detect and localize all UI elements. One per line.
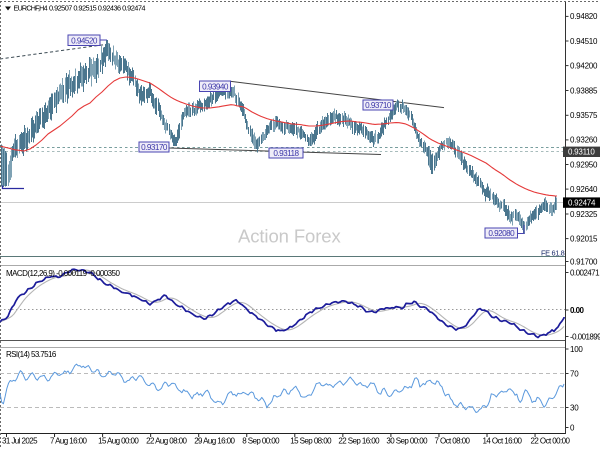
svg-text:0.92080: 0.92080 [488, 229, 515, 238]
svg-text:0.92015: 0.92015 [570, 234, 598, 243]
svg-text:0.94200: 0.94200 [570, 61, 598, 70]
svg-text:22 Aug 08:00: 22 Aug 08:00 [146, 437, 187, 446]
svg-text:22 Sep 16:00: 22 Sep 16:00 [338, 437, 380, 446]
svg-text:0.92950: 0.92950 [570, 160, 598, 169]
svg-text:0.94510: 0.94510 [570, 37, 598, 46]
svg-text:14 Oct 16:00: 14 Oct 16:00 [483, 437, 523, 446]
svg-text:22 Oct 00:00: 22 Oct 00:00 [531, 437, 571, 446]
svg-text:0.91700: 0.91700 [570, 257, 598, 266]
svg-text:0.94820: 0.94820 [570, 12, 598, 21]
svg-text:31 Jul 2025: 31 Jul 2025 [2, 437, 38, 446]
svg-text:100: 100 [570, 345, 583, 354]
svg-text:-0.001899: -0.001899 [570, 332, 600, 341]
svg-text:0.93940: 0.93940 [202, 82, 229, 91]
svg-text:15 Aug 00:00: 15 Aug 00:00 [98, 437, 139, 446]
svg-text:EURCHF,H4: EURCHF,H4 [14, 4, 48, 13]
svg-text:0.93260: 0.93260 [570, 136, 598, 145]
svg-text:0.92325: 0.92325 [570, 210, 598, 219]
svg-text:MACD(12,26,9) -0.000119 -0.000: MACD(12,26,9) -0.000119 -0.000350 [6, 269, 120, 278]
svg-text:70: 70 [570, 369, 579, 378]
svg-text:FE 61.8: FE 61.8 [541, 249, 565, 258]
svg-text:30 Sep 00:00: 30 Sep 00:00 [386, 437, 428, 446]
svg-text:0.93170: 0.93170 [141, 143, 168, 152]
svg-text:30: 30 [570, 403, 579, 412]
svg-text:RSI(14) 53.7516: RSI(14) 53.7516 [6, 350, 57, 359]
svg-text:7 Oct 08:00: 7 Oct 08:00 [434, 437, 470, 446]
svg-text:0.00: 0.00 [570, 306, 584, 315]
svg-text:0.002471: 0.002471 [570, 268, 600, 277]
svg-text:0.92474: 0.92474 [568, 198, 596, 207]
svg-text:0.92507 0.92515 0.92436 0.9247: 0.92507 0.92515 0.92436 0.92474 [49, 4, 145, 13]
svg-text:0.94520: 0.94520 [71, 36, 98, 45]
svg-text:8 Sep 00:00: 8 Sep 00:00 [242, 437, 280, 446]
svg-text:Action Forex: Action Forex [238, 226, 341, 247]
svg-text:15 Sep 08:00: 15 Sep 08:00 [290, 437, 332, 446]
svg-text:7 Aug 16:00: 7 Aug 16:00 [50, 437, 87, 446]
svg-text:0.93575: 0.93575 [570, 111, 598, 120]
svg-text:0.93110: 0.93110 [568, 148, 595, 157]
svg-text:0.93710: 0.93710 [365, 101, 392, 110]
svg-text:0.93118: 0.93118 [273, 149, 299, 158]
svg-text:0: 0 [570, 423, 575, 432]
svg-text:29 Aug 16:00: 29 Aug 16:00 [194, 437, 235, 446]
svg-text:0.93885: 0.93885 [570, 86, 598, 95]
svg-text:0.92640: 0.92640 [570, 185, 598, 194]
